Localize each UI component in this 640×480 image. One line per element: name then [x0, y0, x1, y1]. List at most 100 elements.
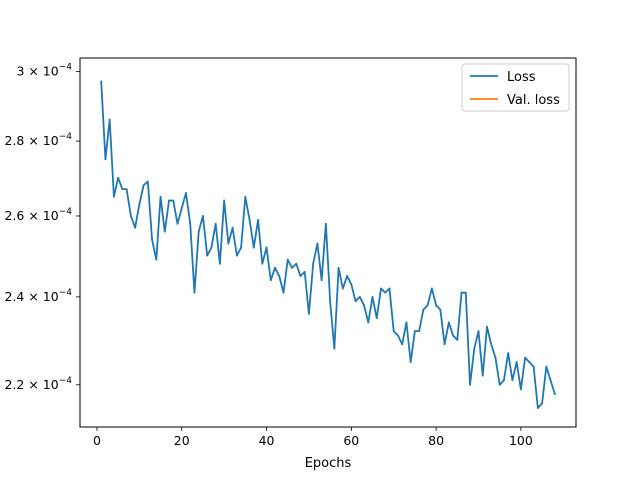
data-point [503, 379, 505, 382]
data-point [464, 291, 467, 294]
data-point [477, 330, 480, 333]
data-point [337, 266, 340, 269]
data-point [286, 258, 289, 261]
data-point [469, 383, 471, 386]
data-point [129, 215, 132, 217]
data-point [358, 295, 361, 298]
series-layer [100, 80, 556, 409]
data-point [193, 291, 196, 294]
data-point [303, 271, 306, 273]
data-point [486, 325, 488, 328]
data-point [227, 242, 230, 245]
data-point [363, 304, 365, 307]
data-point [172, 199, 175, 202]
plot-frame [79, 57, 577, 428]
data-point [138, 203, 141, 206]
data-point [299, 275, 302, 277]
data-point [490, 343, 493, 346]
data-point [108, 118, 111, 121]
x-tick-label: 60 [343, 433, 359, 448]
data-point [354, 300, 357, 302]
data-point [473, 347, 476, 350]
y-tick-label: 2.6 × 10−4 [5, 207, 73, 223]
data-point [553, 393, 556, 395]
data-point [418, 330, 421, 333]
y-axis-ticks: 2.2 × 10−4 2.4 × 10−4 2.6 × 10−4 2.8 × 10−4… [5, 62, 80, 392]
data-point [223, 199, 226, 202]
data-point [392, 330, 395, 333]
data-point [414, 330, 416, 333]
data-point [541, 402, 543, 405]
data-point [210, 246, 213, 249]
data-point [244, 195, 247, 198]
data-point [511, 379, 514, 382]
series-line-0 [100, 80, 556, 409]
data-point [528, 361, 531, 363]
data-point [248, 218, 251, 221]
x-axis-label: Epochs [305, 456, 352, 471]
data-point [329, 300, 332, 302]
data-point [312, 262, 315, 265]
x-tick-label: 80 [428, 433, 444, 448]
data-point [197, 230, 200, 233]
data-point [176, 222, 179, 225]
data-point [121, 188, 124, 191]
data-point [384, 291, 387, 294]
data-point [447, 321, 450, 324]
data-point [278, 275, 281, 277]
data-point [134, 226, 137, 229]
data-point [240, 246, 242, 249]
data-point [346, 275, 348, 277]
data-point [452, 334, 454, 337]
data-point [515, 361, 518, 363]
data-point [545, 365, 548, 368]
data-point [439, 308, 442, 311]
data-point [380, 287, 382, 290]
data-point [151, 238, 153, 241]
data-point [282, 291, 285, 294]
data-point [117, 176, 120, 179]
data-point [350, 283, 353, 286]
y-tick-label: 2.2 × 10−4 [5, 376, 73, 392]
x-tick-label: 20 [174, 433, 190, 448]
data-point [443, 343, 446, 346]
data-point [252, 246, 255, 249]
data-point [460, 291, 463, 294]
data-point [231, 226, 234, 229]
data-point [422, 308, 425, 311]
data-point [159, 195, 162, 198]
legend: Loss Val. loss [461, 63, 570, 112]
data-point [269, 279, 272, 282]
x-tick-label: 40 [259, 433, 275, 448]
data-point [189, 222, 192, 225]
data-point [498, 383, 501, 386]
data-point [405, 321, 408, 324]
y-tick-label: 3 × 10−4 [16, 62, 72, 78]
data-point [100, 80, 103, 83]
data-point [388, 287, 391, 290]
data-point [291, 266, 293, 269]
data-point [536, 407, 539, 409]
data-point [320, 279, 323, 282]
data-point [375, 317, 378, 320]
data-point [397, 334, 399, 337]
data-point [435, 304, 437, 307]
data-point [295, 262, 298, 265]
data-point [146, 180, 149, 183]
data-point [316, 242, 319, 245]
data-point [481, 374, 484, 377]
x-tick-label: 100 [509, 433, 533, 448]
data-point [257, 218, 259, 221]
x-axis-ticks: 0 20 40 60 80 100 [93, 427, 533, 448]
data-point [426, 304, 429, 307]
data-point [494, 356, 497, 359]
data-point [206, 254, 209, 257]
data-point [214, 222, 217, 225]
data-point [367, 321, 370, 324]
y-tick-label: 2.8 × 10−4 [5, 132, 73, 148]
data-point [265, 246, 268, 249]
data-point [456, 338, 459, 341]
data-point [371, 295, 374, 298]
data-point [308, 312, 310, 315]
